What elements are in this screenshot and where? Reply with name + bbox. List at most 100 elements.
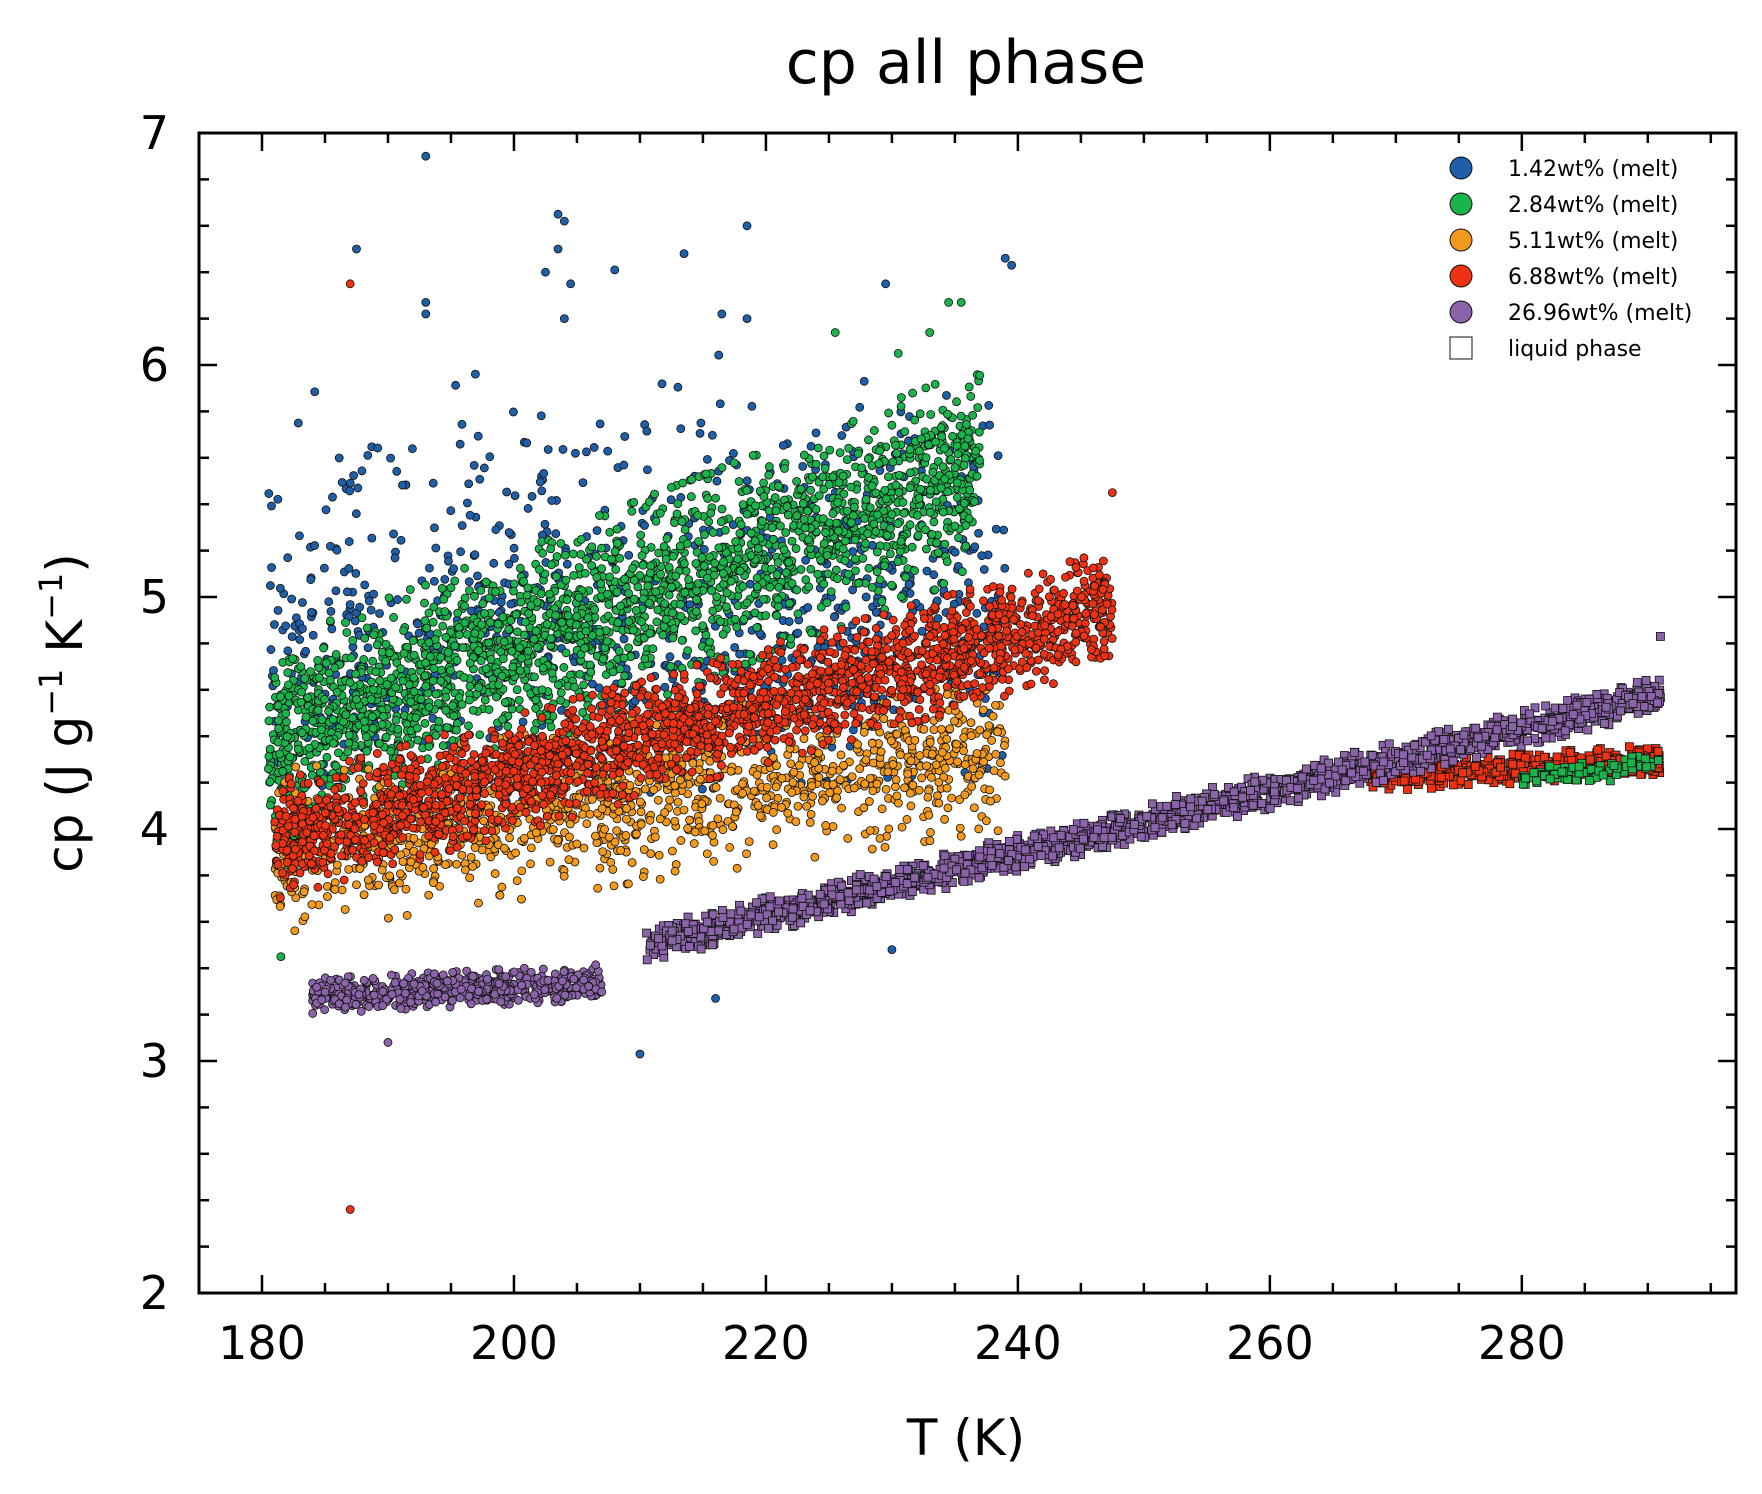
data-point xyxy=(901,572,911,582)
data-point xyxy=(829,612,839,622)
data-point xyxy=(273,494,283,504)
data-point xyxy=(803,659,813,669)
data-point xyxy=(497,671,507,681)
data-point xyxy=(666,495,676,505)
data-point xyxy=(491,692,501,702)
data-point xyxy=(416,694,426,704)
data-point xyxy=(265,744,275,754)
data-point xyxy=(282,732,292,742)
data-point xyxy=(556,538,566,548)
data-point xyxy=(699,561,709,571)
data-point xyxy=(726,576,736,586)
data-point xyxy=(960,760,970,769)
data-point xyxy=(464,721,473,731)
data-point xyxy=(993,727,1003,737)
data-point xyxy=(291,762,301,772)
data-point xyxy=(301,646,311,656)
data-point xyxy=(868,786,878,796)
data-point xyxy=(827,766,837,776)
data-point xyxy=(457,700,467,709)
data-point xyxy=(867,481,877,491)
data-point xyxy=(489,558,499,568)
data-point xyxy=(369,685,378,695)
data-point xyxy=(873,510,882,520)
data-point xyxy=(457,850,467,860)
data-point xyxy=(904,580,914,589)
data-point xyxy=(767,523,777,533)
data-point xyxy=(580,568,590,578)
data-point xyxy=(929,570,939,580)
data-point xyxy=(793,628,803,638)
data-point xyxy=(777,655,787,665)
data-point xyxy=(668,846,677,856)
data-point xyxy=(576,550,586,559)
data-point xyxy=(511,610,521,619)
data-point xyxy=(979,757,988,767)
data-point xyxy=(846,518,856,528)
data-point xyxy=(942,734,952,744)
data-point xyxy=(874,459,884,468)
data-point xyxy=(806,809,816,819)
data-point xyxy=(843,569,853,579)
data-point xyxy=(667,582,676,592)
data-point xyxy=(603,589,613,599)
data-point xyxy=(355,864,365,874)
data-point xyxy=(300,674,310,683)
data-point xyxy=(658,630,668,640)
data-point xyxy=(858,553,868,563)
data-point xyxy=(582,819,592,829)
data-point xyxy=(716,517,726,527)
data-point xyxy=(893,798,903,808)
data-point xyxy=(375,609,384,618)
data-point xyxy=(580,643,589,653)
data-point xyxy=(434,716,444,726)
data-point xyxy=(352,880,361,890)
data-point xyxy=(308,716,318,726)
data-point xyxy=(648,644,658,654)
chart-title: cp all phase xyxy=(786,28,1146,98)
data-point xyxy=(793,801,803,811)
data-point xyxy=(632,829,641,839)
data-point xyxy=(441,632,451,642)
data-point xyxy=(891,480,901,490)
data-point xyxy=(861,495,871,504)
data-point xyxy=(774,602,783,612)
data-point xyxy=(564,631,574,641)
data-point xyxy=(333,748,343,758)
data-point xyxy=(959,460,969,470)
data-point xyxy=(865,503,875,513)
data-point xyxy=(636,807,646,817)
data-point xyxy=(844,443,854,453)
data-point xyxy=(379,711,388,721)
data-point xyxy=(605,527,615,537)
data-point xyxy=(662,534,672,543)
data-point xyxy=(855,402,865,412)
data-point xyxy=(468,705,478,715)
data-point xyxy=(791,817,801,827)
data-point xyxy=(450,641,460,651)
data-point xyxy=(276,952,286,961)
data-point xyxy=(670,866,680,876)
data-point xyxy=(597,543,606,553)
data-point xyxy=(406,697,416,707)
data-point xyxy=(296,662,306,671)
data-point xyxy=(691,559,701,568)
data-point xyxy=(832,793,842,803)
data-point xyxy=(814,491,824,501)
data-point xyxy=(877,597,887,606)
data-point xyxy=(744,837,754,847)
data-point xyxy=(499,843,509,853)
data-point xyxy=(925,485,935,495)
data-point xyxy=(956,411,966,421)
data-point xyxy=(963,434,973,444)
data-point xyxy=(532,642,542,652)
data-point xyxy=(707,430,717,440)
data-point xyxy=(752,573,762,583)
data-point xyxy=(620,574,629,584)
data-point xyxy=(846,482,856,492)
data-point xyxy=(881,784,891,794)
data-point xyxy=(776,803,786,812)
data-point xyxy=(880,842,890,852)
data-point xyxy=(588,679,597,689)
data-point xyxy=(962,420,971,429)
